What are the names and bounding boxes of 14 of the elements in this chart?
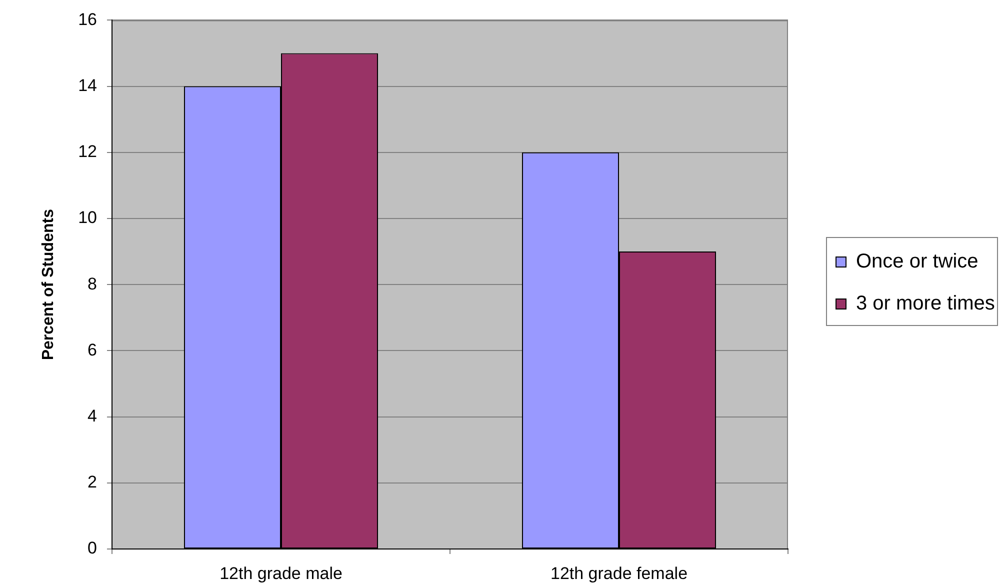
y-axis-title: Percent of Students [40,208,58,360]
y-tick-label: 2 [88,472,97,492]
x-tick-label: 12th grade male [220,564,342,583]
y-tick-label: 0 [88,538,97,558]
y-tick-label: 16 [78,10,97,29]
x-tick-label: 12th grade female [550,564,688,583]
y-tick-label: 12 [78,142,97,162]
y-tick-label: 6 [88,340,97,360]
y-tick-label: 10 [78,208,97,228]
y-tick-label: 8 [88,274,97,294]
legend-label: Once or twice [856,250,978,273]
legend-label: 3 or more times [856,292,995,315]
y-tick-label: 4 [88,406,97,426]
y-tick-label: 14 [78,76,97,95]
